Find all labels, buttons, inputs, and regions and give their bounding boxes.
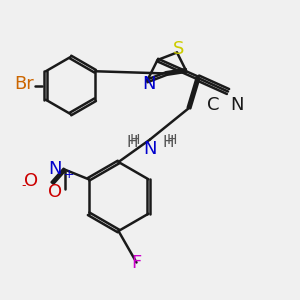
Text: F: F xyxy=(131,254,142,272)
Text: N: N xyxy=(142,75,155,93)
Text: +: + xyxy=(64,167,74,181)
Text: H: H xyxy=(126,135,138,150)
Text: O: O xyxy=(24,172,39,190)
Text: H: H xyxy=(167,133,177,146)
Text: O: O xyxy=(48,183,63,201)
Text: S: S xyxy=(173,40,184,58)
Text: N: N xyxy=(230,96,244,114)
Text: H: H xyxy=(129,133,140,146)
Text: N: N xyxy=(49,160,62,178)
Text: Br: Br xyxy=(14,75,34,93)
Text: C: C xyxy=(207,96,219,114)
Text: -: - xyxy=(22,179,26,193)
Text: N: N xyxy=(143,140,157,158)
Text: H: H xyxy=(162,135,174,150)
